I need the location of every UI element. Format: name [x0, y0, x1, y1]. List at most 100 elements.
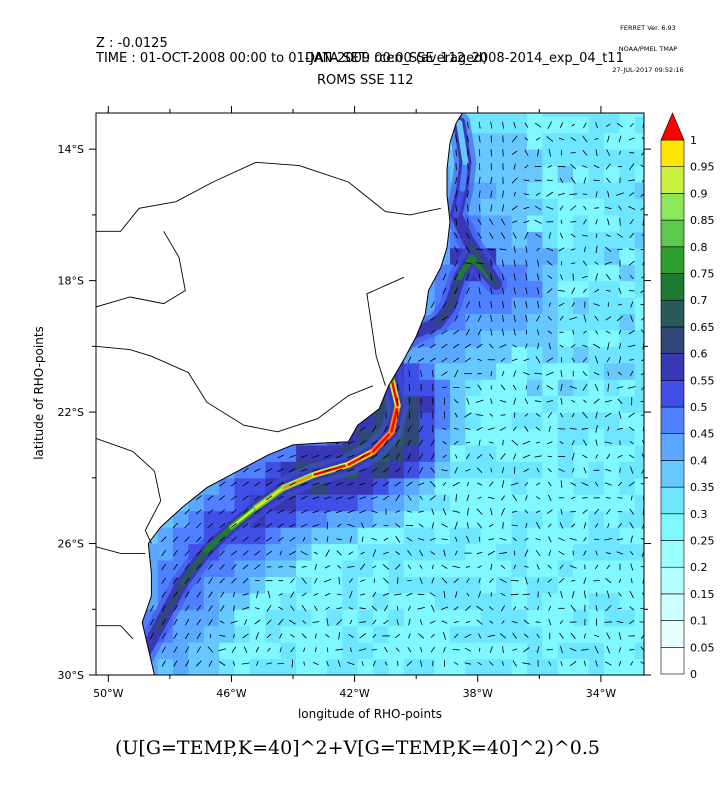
velocity-arrow	[548, 425, 551, 432]
velocity-arrow	[254, 468, 261, 473]
x-tick-label: 46°W	[216, 687, 246, 700]
field-cell	[511, 609, 528, 627]
velocity-arrow	[477, 482, 483, 486]
field-cell	[357, 543, 374, 561]
velocity-arrow	[560, 383, 563, 392]
velocity-arrow	[465, 301, 470, 308]
field-cell	[619, 543, 636, 561]
field-cell	[465, 297, 482, 314]
velocity-arrow	[420, 370, 422, 378]
field-cell	[511, 264, 528, 282]
velocity-arrow	[522, 454, 531, 459]
velocity-arrow	[511, 177, 518, 184]
field-cell	[527, 609, 543, 627]
field-cell	[434, 494, 451, 512]
velocity-arrow	[619, 343, 621, 349]
velocity-arrow	[489, 646, 493, 654]
velocity-arrow	[173, 660, 178, 667]
field-cell	[619, 477, 636, 495]
field-cell	[496, 198, 513, 216]
velocity-arrow	[314, 647, 317, 653]
x-tick-label: 50°W	[93, 687, 123, 700]
x-axis-label: longitude of RHO-points	[298, 707, 442, 721]
velocity-arrow	[513, 287, 516, 295]
field-cell	[403, 444, 420, 462]
velocity-arrow	[279, 647, 282, 653]
velocity-arrow	[594, 564, 599, 570]
velocity-arrow	[583, 577, 587, 584]
velocity-arrow	[185, 632, 190, 640]
velocity-arrow	[594, 508, 600, 515]
velocity-arrow	[583, 660, 586, 667]
velocity-arrow	[370, 496, 378, 500]
field-cell	[511, 428, 528, 446]
field-cell	[434, 428, 451, 446]
colorbar-overflow-arrow	[660, 112, 685, 141]
velocity-arrow	[454, 246, 459, 253]
velocity-arrow	[616, 386, 624, 389]
field-cell	[465, 395, 482, 413]
field-cell	[465, 642, 482, 660]
colorbar-swatch	[660, 219, 685, 248]
velocity-arrow	[570, 660, 577, 667]
velocity-arrow	[489, 413, 494, 417]
field-cell	[527, 395, 543, 413]
velocity-arrow	[513, 245, 516, 253]
field-cell	[480, 477, 497, 495]
field-cell	[557, 428, 574, 446]
velocity-arrow	[546, 400, 553, 403]
velocity-arrow	[570, 632, 576, 639]
velocity-arrow	[395, 453, 400, 460]
field-cell	[619, 149, 636, 167]
field-cell	[588, 313, 605, 331]
field-cell	[604, 412, 620, 430]
colorbar-label: 0.7	[690, 294, 708, 307]
velocity-arrow	[511, 358, 518, 362]
velocity-arrow	[255, 632, 259, 640]
velocity-arrow	[360, 579, 365, 582]
colorbar-label: 0.8	[690, 241, 708, 254]
velocity-arrow	[629, 454, 635, 459]
field-cell	[511, 362, 528, 380]
velocity-arrow	[548, 661, 552, 666]
field-cell	[604, 560, 620, 577]
field-cell	[403, 625, 420, 643]
velocity-arrow	[511, 135, 518, 143]
field-cell	[511, 379, 528, 397]
field-cell	[280, 592, 297, 610]
velocity-arrow	[430, 604, 435, 612]
velocity-arrow	[395, 535, 401, 543]
velocity-arrow	[570, 205, 577, 211]
velocity-arrow	[465, 328, 470, 336]
velocity-arrow	[510, 482, 519, 486]
velocity-arrow	[501, 620, 505, 624]
velocity-arrow	[525, 495, 528, 501]
velocity-arrow	[629, 275, 634, 279]
velocity-arrow	[616, 315, 624, 322]
field-cell	[619, 346, 636, 364]
field-cell	[511, 510, 528, 528]
velocity-arrow	[594, 646, 599, 654]
velocity-arrow	[359, 482, 367, 486]
velocity-arrow	[570, 482, 576, 486]
velocity-arrow	[406, 592, 413, 597]
field-cell	[573, 642, 590, 660]
velocity-arrow	[488, 538, 495, 541]
velocity-arrow	[336, 619, 343, 625]
velocity-arrow	[454, 232, 459, 239]
velocity-arrow	[501, 314, 505, 322]
velocity-arrow	[547, 165, 553, 168]
velocity-arrow	[560, 646, 563, 654]
velocity-arrow	[196, 536, 202, 543]
velocity-arrow	[616, 551, 624, 555]
velocity-arrow	[277, 495, 284, 500]
velocity-arrow	[604, 412, 612, 418]
velocity-arrow	[629, 232, 635, 239]
velocity-arrow	[502, 121, 504, 129]
velocity-arrow	[536, 441, 541, 444]
field-cell	[373, 625, 390, 643]
velocity-arrow	[630, 535, 633, 543]
velocity-arrow	[570, 233, 576, 238]
velocity-arrow	[289, 482, 296, 487]
velocity-arrow	[570, 605, 576, 612]
